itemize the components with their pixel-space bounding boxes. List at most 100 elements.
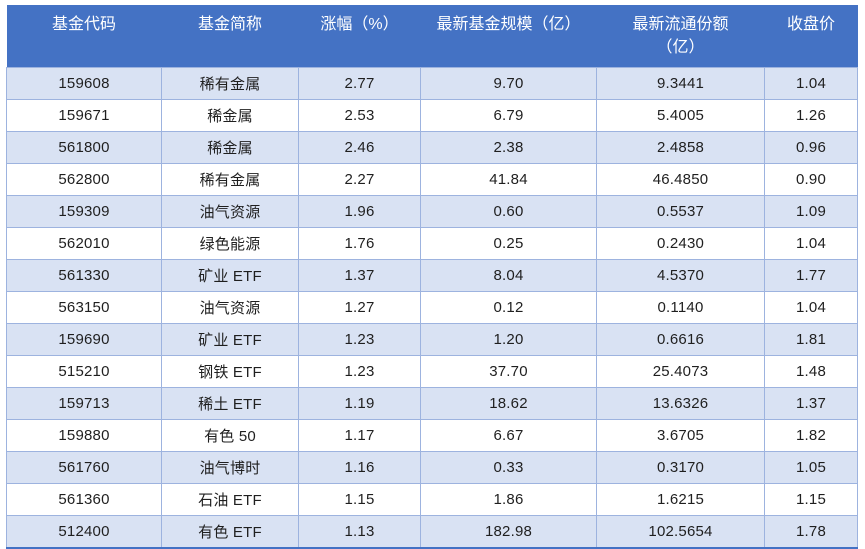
- fund-table-container: 基金代码 基金简称 涨幅（%） 最新基金规模（亿） 最新流通份额 （亿） 收盘价 1596…: [6, 5, 858, 549]
- cell-close_price: 1.81: [764, 323, 858, 356]
- table-body: 159608 稀有金属 2.77 9.70 9.3441 1.04 159671 稀金属 2.5…: [6, 67, 858, 548]
- cell-fund_name: 绿色能源: [161, 227, 299, 260]
- column-header-latest_circulating_shares_yi: 最新流通份额 （亿）: [596, 6, 765, 68]
- cell-fund_code: 561360: [6, 483, 162, 516]
- cell-fund_code: 562800: [6, 163, 162, 196]
- cell-fund_name: 钢铁 ETF: [161, 355, 299, 388]
- cell-fund_name: 稀有金属: [161, 163, 299, 196]
- cell-fund_name: 石油 ETF: [161, 483, 299, 516]
- table-row: 561360 石油 ETF 1.15 1.86 1.6215 1.15: [6, 483, 858, 516]
- cell-fund_name: 稀有金属: [161, 67, 299, 100]
- table-row: 515210 钢铁 ETF 1.23 37.70 25.4073 1.48: [6, 355, 858, 388]
- cell-fund_code: 159608: [6, 67, 162, 100]
- cell-close_price: 1.82: [764, 419, 858, 452]
- cell-latest_fund_size_yi: 9.70: [420, 67, 597, 100]
- cell-latest_fund_size_yi: 1.86: [420, 483, 597, 516]
- cell-close_price: 0.90: [764, 163, 858, 196]
- cell-change_pct: 1.23: [298, 323, 421, 356]
- cell-latest_fund_size_yi: 0.33: [420, 451, 597, 484]
- cell-close_price: 1.04: [764, 67, 858, 100]
- cell-close_price: 1.77: [764, 259, 858, 292]
- column-header-fund_name: 基金简称: [161, 6, 299, 68]
- cell-fund_name: 矿业 ETF: [161, 259, 299, 292]
- cell-close_price: 1.09: [764, 195, 858, 228]
- cell-latest_fund_size_yi: 182.98: [420, 515, 597, 548]
- cell-latest_circulating_shares_yi: 0.3170: [596, 451, 765, 484]
- cell-change_pct: 1.15: [298, 483, 421, 516]
- table-row: 512400 有色 ETF 1.13 182.98 102.5654 1.78: [6, 515, 858, 548]
- table-header-row: 基金代码 基金简称 涨幅（%） 最新基金规模（亿） 最新流通份额 （亿） 收盘价: [6, 6, 858, 68]
- cell-close_price: 1.15: [764, 483, 858, 516]
- table-row: 563150 油气资源 1.27 0.12 0.1140 1.04: [6, 291, 858, 324]
- cell-latest_circulating_shares_yi: 46.4850: [596, 163, 765, 196]
- cell-latest_circulating_shares_yi: 9.3441: [596, 67, 765, 100]
- cell-latest_fund_size_yi: 0.60: [420, 195, 597, 228]
- table-row: 562800 稀有金属 2.27 41.84 46.4850 0.90: [6, 163, 858, 196]
- table-row: 159309 油气资源 1.96 0.60 0.5537 1.09: [6, 195, 858, 228]
- cell-fund_name: 稀金属: [161, 99, 299, 132]
- cell-fund_name: 油气资源: [161, 195, 299, 228]
- table-header: 基金代码 基金简称 涨幅（%） 最新基金规模（亿） 最新流通份额 （亿） 收盘价: [6, 6, 858, 68]
- cell-latest_circulating_shares_yi: 0.1140: [596, 291, 765, 324]
- cell-close_price: 0.96: [764, 131, 858, 164]
- table-row: 159713 稀土 ETF 1.19 18.62 13.6326 1.37: [6, 387, 858, 420]
- cell-change_pct: 1.19: [298, 387, 421, 420]
- table-row: 561800 稀金属 2.46 2.38 2.4858 0.96: [6, 131, 858, 164]
- cell-latest_fund_size_yi: 6.67: [420, 419, 597, 452]
- table-row: 561760 油气博时 1.16 0.33 0.3170 1.05: [6, 451, 858, 484]
- cell-latest_fund_size_yi: 0.12: [420, 291, 597, 324]
- cell-close_price: 1.48: [764, 355, 858, 388]
- cell-close_price: 1.04: [764, 291, 858, 324]
- cell-latest_circulating_shares_yi: 0.5537: [596, 195, 765, 228]
- table-row: 561330 矿业 ETF 1.37 8.04 4.5370 1.77: [6, 259, 858, 292]
- cell-latest_circulating_shares_yi: 1.6215: [596, 483, 765, 516]
- cell-latest_circulating_shares_yi: 0.2430: [596, 227, 765, 260]
- cell-fund_name: 有色 50: [161, 419, 299, 452]
- cell-fund_code: 561760: [6, 451, 162, 484]
- cell-latest_circulating_shares_yi: 25.4073: [596, 355, 765, 388]
- cell-fund_code: 159880: [6, 419, 162, 452]
- cell-latest_circulating_shares_yi: 2.4858: [596, 131, 765, 164]
- cell-latest_circulating_shares_yi: 13.6326: [596, 387, 765, 420]
- cell-change_pct: 1.96: [298, 195, 421, 228]
- cell-change_pct: 2.27: [298, 163, 421, 196]
- cell-fund_code: 159713: [6, 387, 162, 420]
- cell-fund_name: 稀土 ETF: [161, 387, 299, 420]
- cell-close_price: 1.04: [764, 227, 858, 260]
- cell-change_pct: 2.53: [298, 99, 421, 132]
- cell-close_price: 1.78: [764, 515, 858, 548]
- cell-fund_code: 159690: [6, 323, 162, 356]
- cell-change_pct: 1.23: [298, 355, 421, 388]
- cell-change_pct: 2.46: [298, 131, 421, 164]
- cell-close_price: 1.26: [764, 99, 858, 132]
- table-row: 562010 绿色能源 1.76 0.25 0.2430 1.04: [6, 227, 858, 260]
- column-header-fund_code: 基金代码: [6, 6, 162, 68]
- cell-fund_code: 561800: [6, 131, 162, 164]
- column-header-close_price: 收盘价: [764, 6, 858, 68]
- column-header-change_pct: 涨幅（%）: [298, 6, 421, 68]
- cell-fund_name: 油气博时: [161, 451, 299, 484]
- cell-fund_code: 515210: [6, 355, 162, 388]
- table-row: 159608 稀有金属 2.77 9.70 9.3441 1.04: [6, 67, 858, 100]
- cell-change_pct: 1.37: [298, 259, 421, 292]
- fund-table: 基金代码 基金简称 涨幅（%） 最新基金规模（亿） 最新流通份额 （亿） 收盘价 1596…: [6, 5, 858, 549]
- cell-fund_name: 有色 ETF: [161, 515, 299, 548]
- cell-fund_name: 矿业 ETF: [161, 323, 299, 356]
- cell-fund_name: 稀金属: [161, 131, 299, 164]
- cell-latest_fund_size_yi: 37.70: [420, 355, 597, 388]
- cell-fund_code: 561330: [6, 259, 162, 292]
- cell-latest_circulating_shares_yi: 4.5370: [596, 259, 765, 292]
- cell-latest_fund_size_yi: 6.79: [420, 99, 597, 132]
- table-row: 159880 有色 50 1.17 6.67 3.6705 1.82: [6, 419, 858, 452]
- table-row: 159690 矿业 ETF 1.23 1.20 0.6616 1.81: [6, 323, 858, 356]
- cell-fund_name: 油气资源: [161, 291, 299, 324]
- cell-change_pct: 1.76: [298, 227, 421, 260]
- cell-latest_fund_size_yi: 8.04: [420, 259, 597, 292]
- cell-latest_fund_size_yi: 18.62: [420, 387, 597, 420]
- cell-fund_code: 159671: [6, 99, 162, 132]
- cell-latest_fund_size_yi: 1.20: [420, 323, 597, 356]
- cell-close_price: 1.05: [764, 451, 858, 484]
- cell-fund_code: 159309: [6, 195, 162, 228]
- cell-change_pct: 1.13: [298, 515, 421, 548]
- cell-change_pct: 1.17: [298, 419, 421, 452]
